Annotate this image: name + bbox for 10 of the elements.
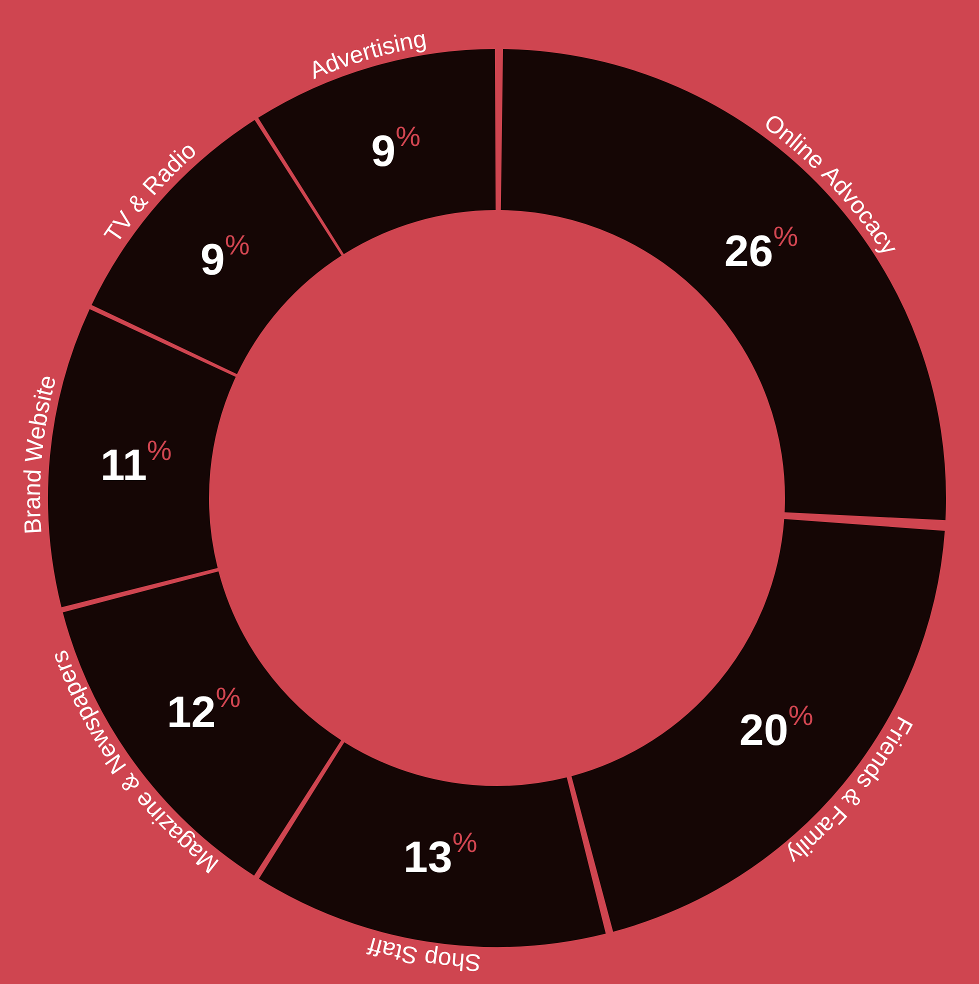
data-label: 9%	[371, 120, 421, 176]
category-label: Brand Website	[18, 372, 62, 535]
category-label: Advertising	[306, 26, 428, 85]
data-label: 11%	[100, 434, 172, 490]
data-label: 12%	[166, 682, 241, 738]
data-label: 26%	[724, 220, 798, 276]
data-label: 20%	[739, 700, 814, 756]
data-label: 9%	[200, 229, 250, 284]
data-label: 13%	[403, 827, 478, 882]
slice-label: TV & Radio	[99, 136, 202, 248]
